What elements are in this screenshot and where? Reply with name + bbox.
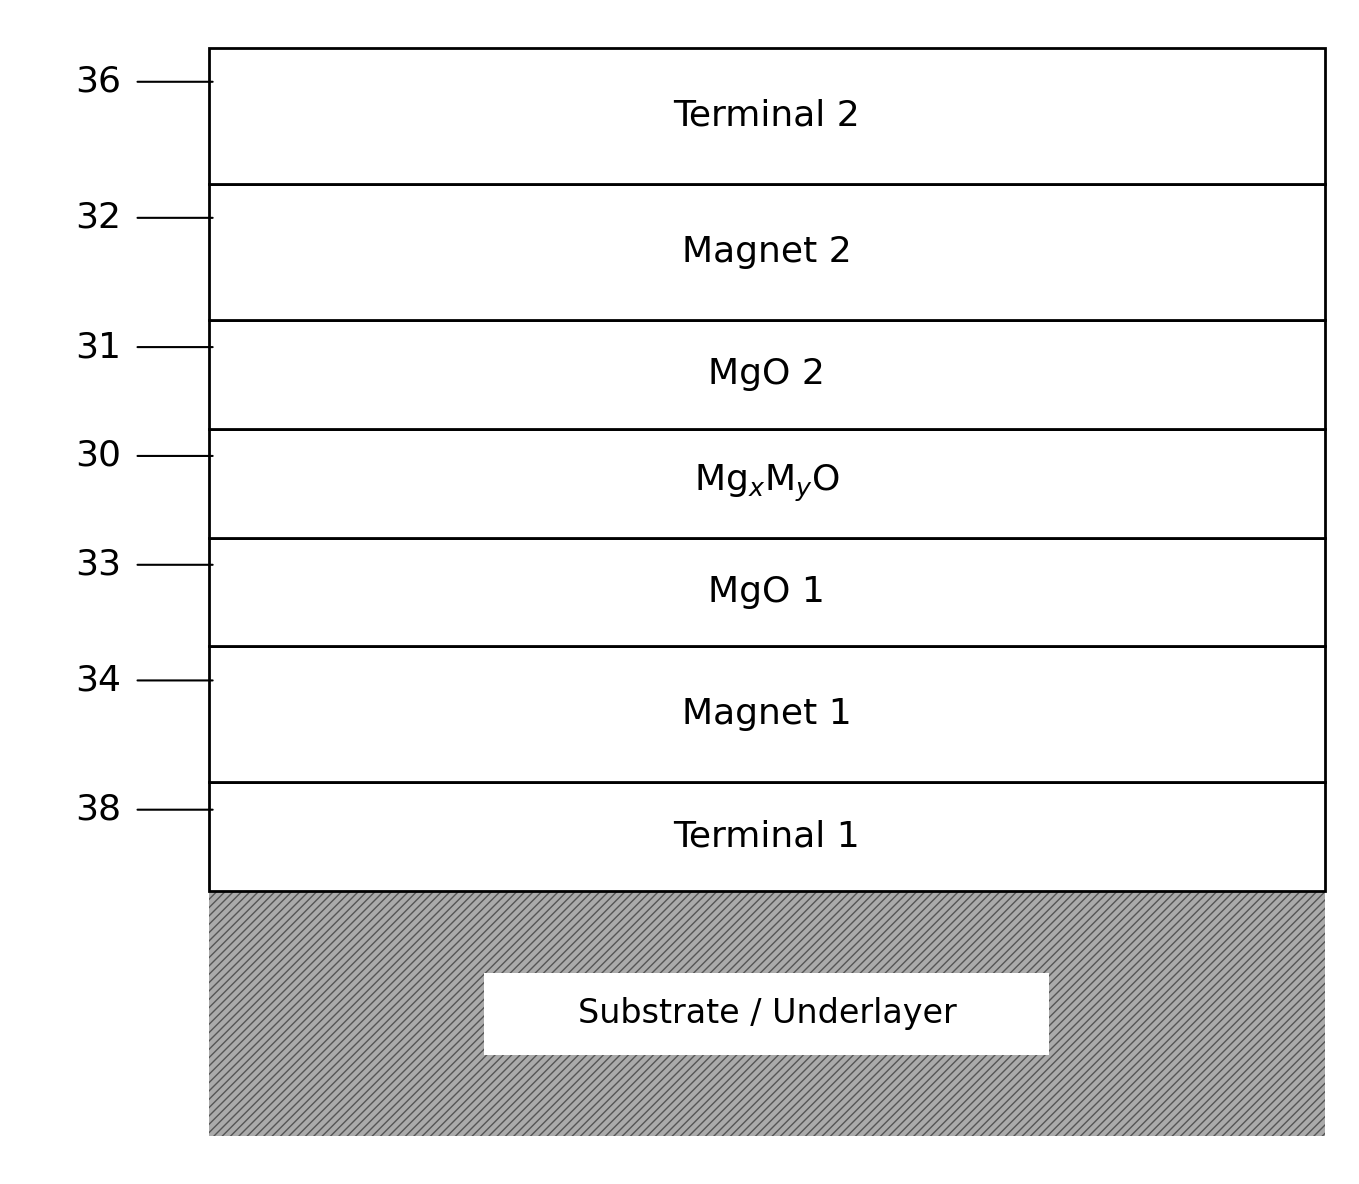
Bar <box>209 320 1325 429</box>
Text: Mg$_x$M$_y$O: Mg$_x$M$_y$O <box>694 463 840 503</box>
Bar <box>209 429 1325 538</box>
Bar <box>209 47 1325 184</box>
Text: MgO 1: MgO 1 <box>708 575 825 609</box>
Text: 31: 31 <box>75 330 121 365</box>
Text: 38: 38 <box>75 793 121 826</box>
Text: 33: 33 <box>75 548 121 581</box>
Bar <box>209 783 1325 892</box>
Text: Terminal 1: Terminal 1 <box>674 819 860 854</box>
Bar <box>209 538 1325 646</box>
Text: 32: 32 <box>75 201 121 234</box>
Bar <box>209 646 1325 783</box>
Bar <box>209 892 1325 1137</box>
Text: Magnet 2: Magnet 2 <box>682 234 852 269</box>
Text: 36: 36 <box>75 65 121 98</box>
Text: Substrate / Underlayer: Substrate / Underlayer <box>578 997 957 1030</box>
Text: MgO 2: MgO 2 <box>708 358 825 391</box>
Text: Magnet 1: Magnet 1 <box>682 697 852 732</box>
Text: 30: 30 <box>75 439 121 472</box>
Bar <box>484 973 1049 1055</box>
Bar <box>209 184 1325 320</box>
Text: Terminal 2: Terminal 2 <box>674 98 860 133</box>
Text: 34: 34 <box>75 663 121 697</box>
